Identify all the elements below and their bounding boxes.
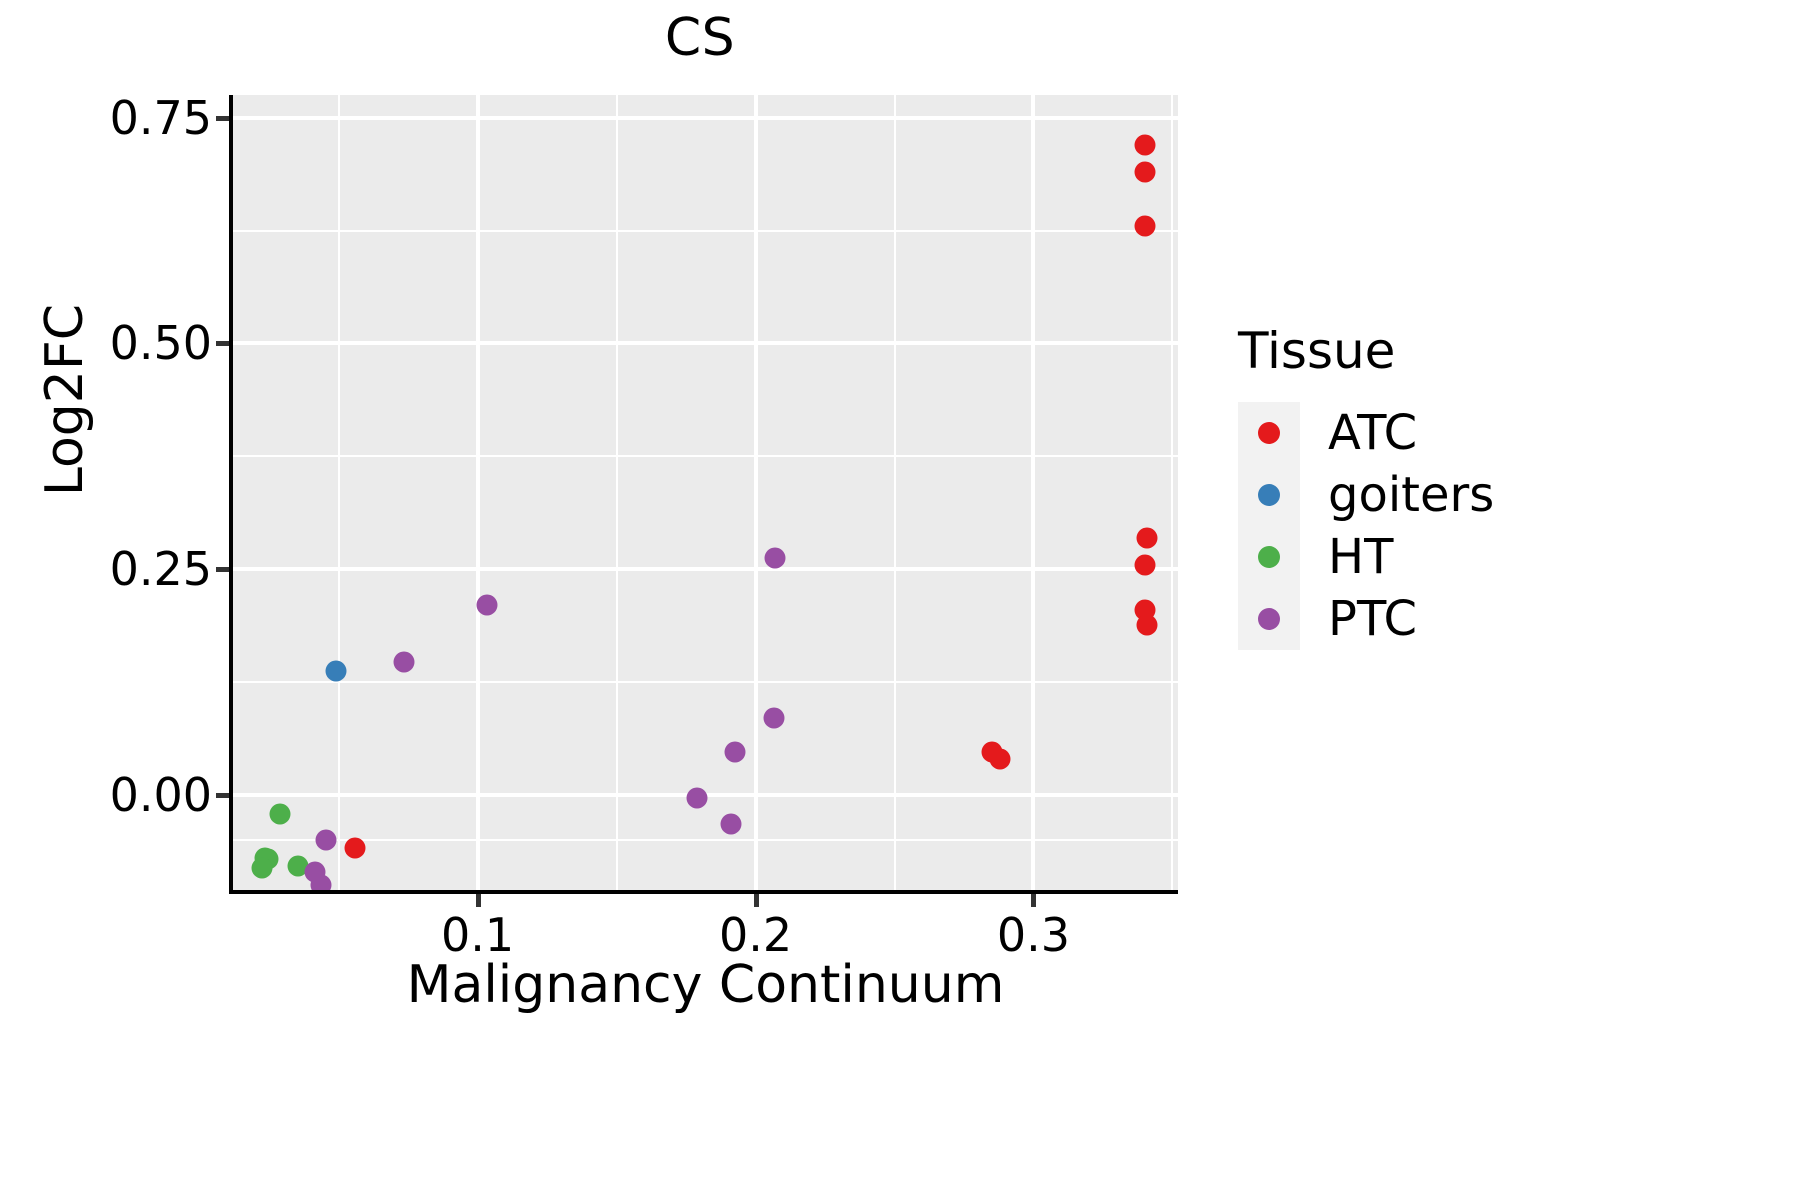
data-point-ht [287,855,309,877]
legend-dot-icon [1258,546,1280,568]
legend-item-label: HT [1328,529,1394,585]
gridline-minor-vertical [893,95,896,890]
data-point-goiters [325,660,347,682]
gridline-minor-horizontal [233,455,1178,458]
legend-dot-icon [1258,422,1280,444]
y-axis-title: Log2FC [35,303,95,497]
y-tick-mark [216,567,229,573]
gridline-minor-vertical [337,95,340,890]
data-point-atc [1134,215,1156,237]
legend-item-ht[interactable]: HT [1238,526,1494,588]
legend-key-swatch [1238,588,1300,650]
x-tick-mark [475,894,481,907]
legend: Tissue ATC goiters HT PTC [1238,322,1494,650]
legend-key-swatch [1238,402,1300,464]
gridline-major-vertical [753,95,758,890]
x-tick-label: 0.3 [996,908,1071,962]
data-point-atc [1136,614,1158,636]
data-point-ptc [763,707,785,729]
y-tick-label: 0.50 [109,316,212,371]
gridline-minor-horizontal [233,229,1178,232]
gridline-major-horizontal [233,115,1178,120]
y-axis-line [229,95,233,894]
x-axis-title: Malignancy Continuum [406,955,1005,1015]
x-tick-mark [753,894,759,907]
legend-title: Tissue [1238,322,1396,380]
gridline-minor-vertical [615,95,618,890]
legend-item-goiters[interactable]: goiters [1238,464,1494,526]
data-point-atc [1134,161,1156,183]
x-tick-mark [1031,894,1037,907]
data-point-ht [251,857,273,879]
data-point-ptc [476,594,498,616]
data-point-atc [1134,134,1156,156]
legend-dot-icon [1258,484,1280,506]
legend-items: ATC goiters HT PTC [1238,402,1494,650]
y-tick-mark [216,341,229,347]
plot-panel [233,95,1178,890]
legend-item-atc[interactable]: ATC [1238,402,1494,464]
gridline-major-vertical [475,95,480,890]
legend-item-ptc[interactable]: PTC [1238,588,1494,650]
data-point-ptc [310,874,332,890]
data-point-ptc [686,787,708,809]
x-tick-label: 0.2 [718,908,793,962]
y-tick-mark [216,115,229,121]
y-tick-mark [216,793,229,799]
legend-item-label: goiters [1328,467,1495,523]
data-point-ptc [393,651,415,673]
data-point-ptc [720,813,741,835]
data-point-ptc [315,829,337,851]
x-tick-label: 0.1 [441,908,515,962]
data-point-atc [1134,554,1156,576]
gridline-minor-horizontal [233,681,1178,684]
y-tick-label: 0.75 [109,90,212,145]
gridline-major-horizontal [233,567,1178,572]
legend-key-swatch [1238,526,1300,588]
data-point-ht [269,803,291,825]
gridline-major-vertical [1031,95,1036,890]
gridline-minor-vertical [1171,95,1174,890]
data-point-atc [989,748,1011,770]
gridline-minor-horizontal [233,839,1178,842]
data-point-atc [1136,527,1158,549]
gridline-major-horizontal [233,341,1178,346]
data-point-ptc [724,741,746,763]
y-tick-label: 0.00 [109,768,212,823]
y-tick-label: 0.25 [109,542,212,597]
legend-dot-icon [1258,608,1280,630]
data-point-atc [344,837,366,859]
chart-title: CS [664,8,736,68]
legend-key-swatch [1238,464,1300,526]
data-point-ptc [764,547,786,569]
legend-item-label: PTC [1328,591,1417,647]
x-axis-line [229,890,1178,894]
legend-item-label: ATC [1328,405,1418,461]
